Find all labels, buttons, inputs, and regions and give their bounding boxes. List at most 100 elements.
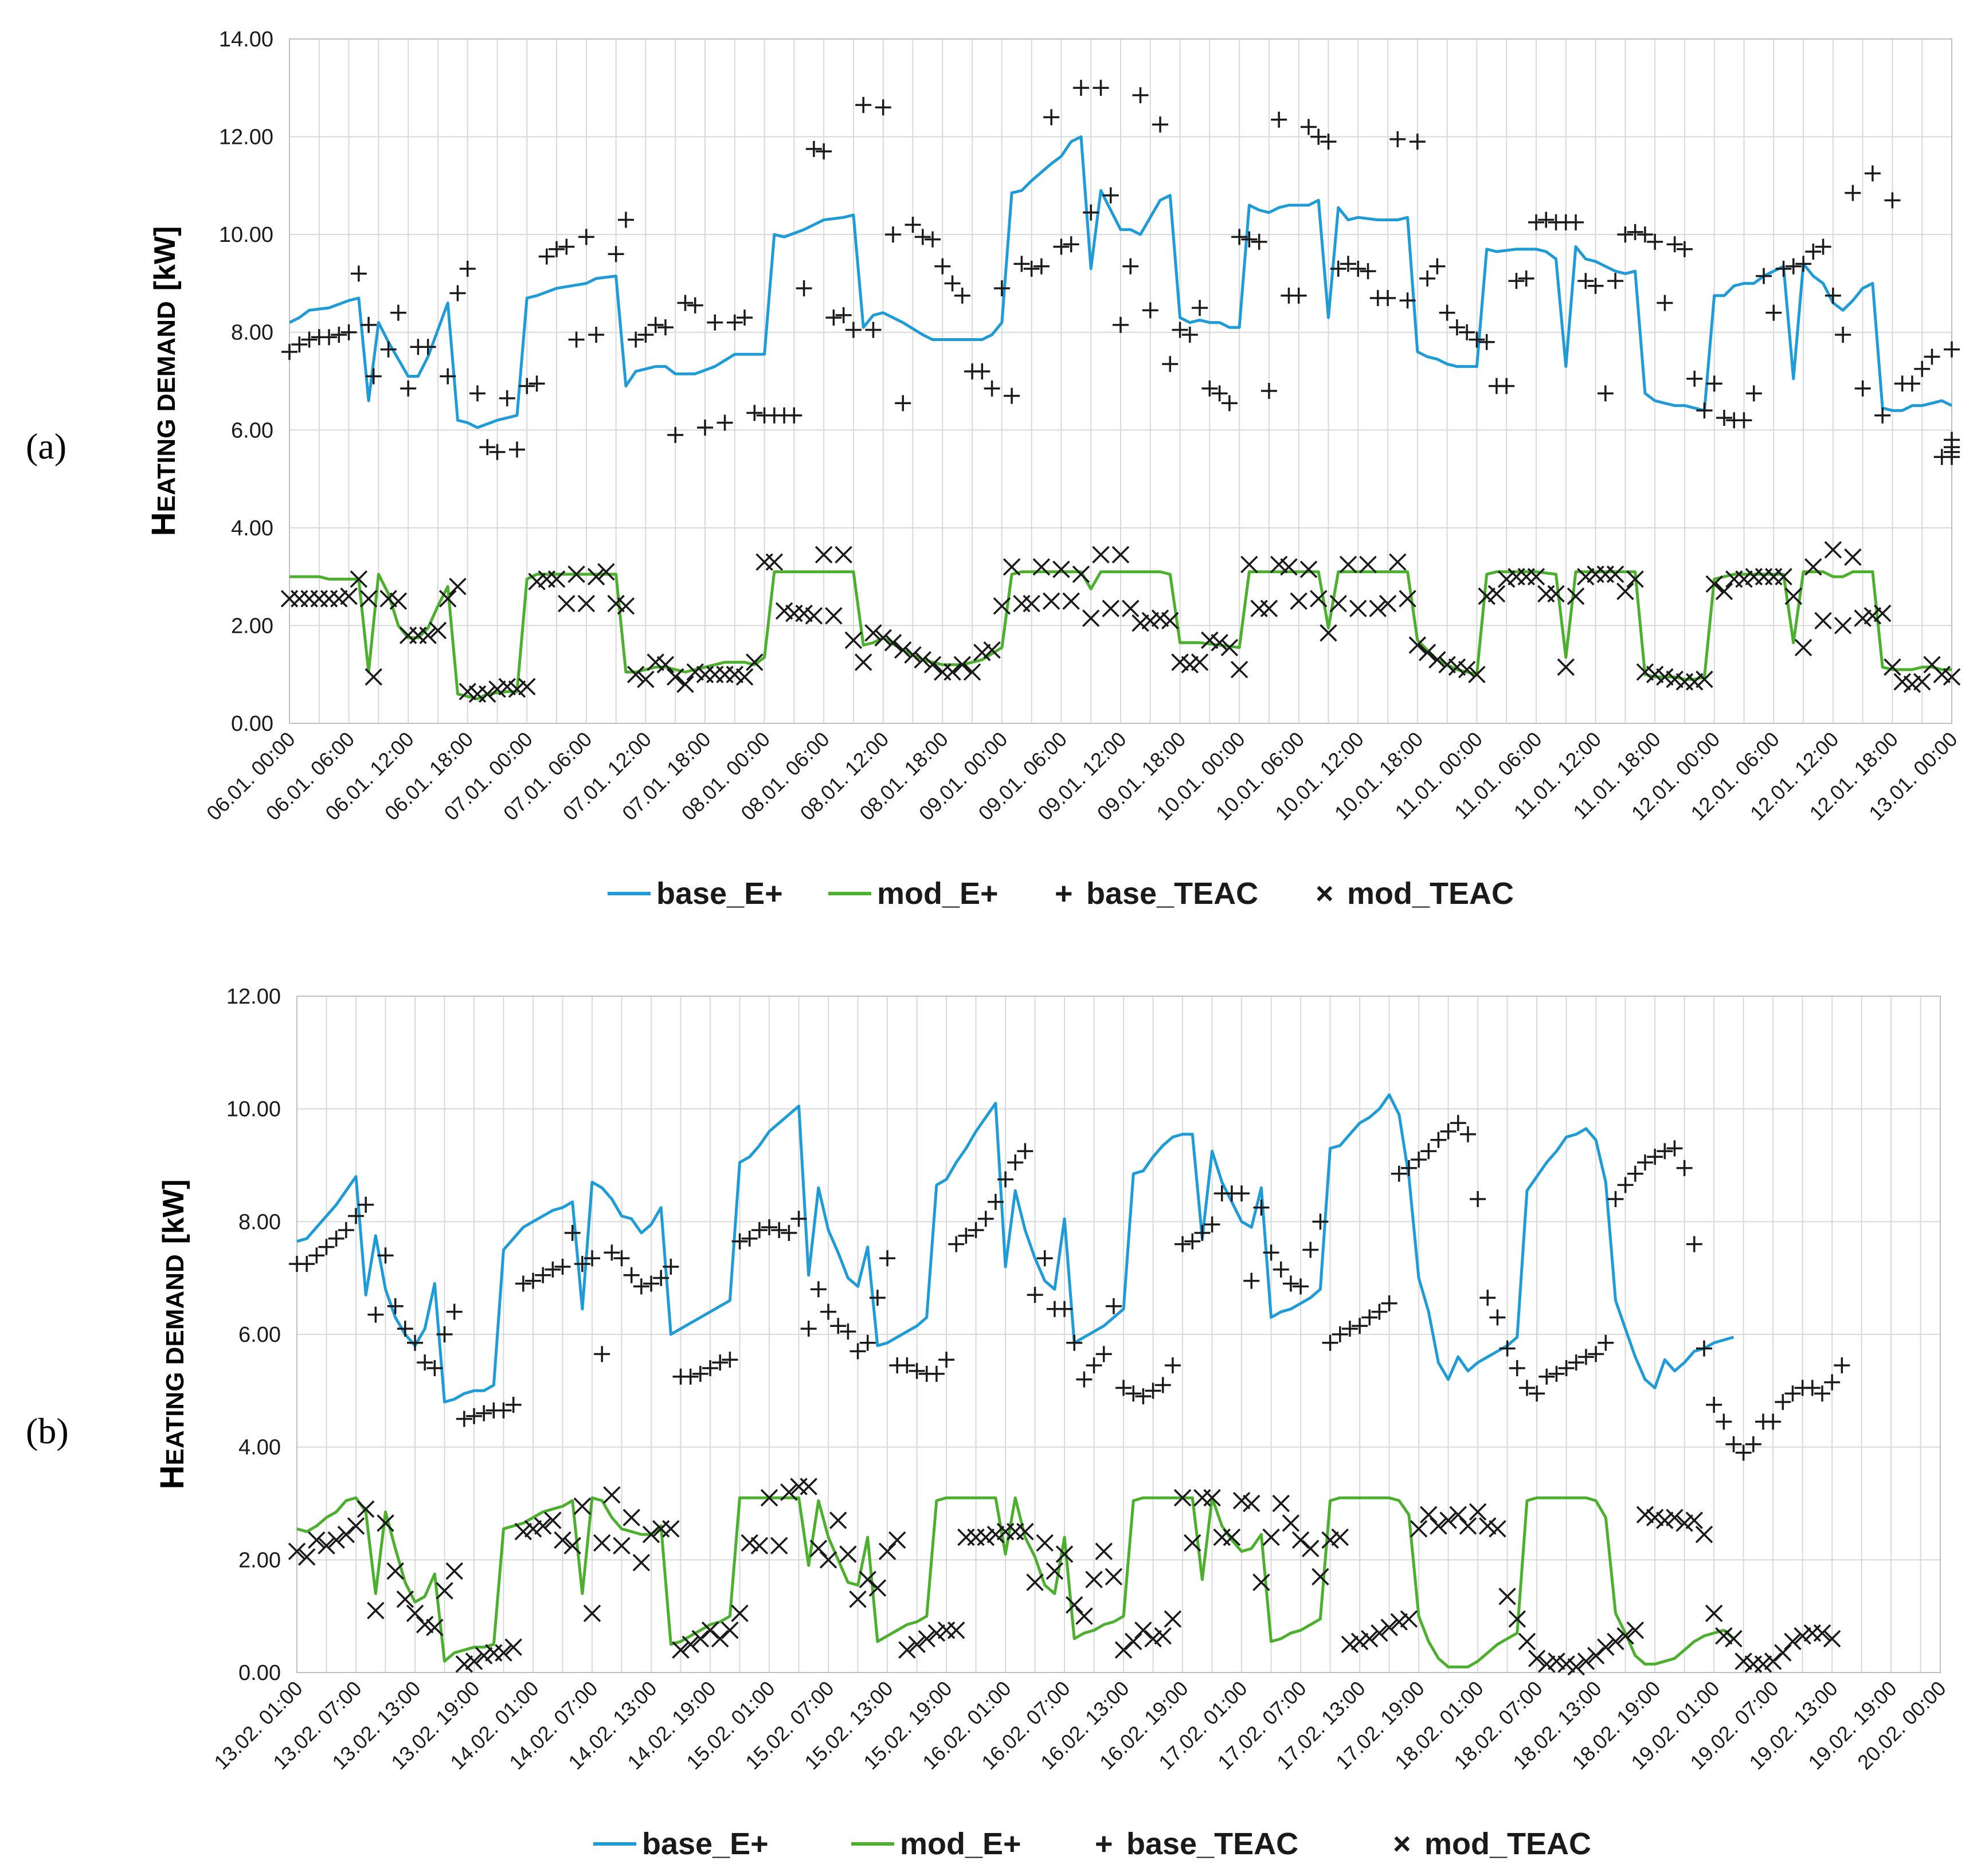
plus-marker [1686, 1236, 1702, 1252]
times-marker [1243, 1494, 1260, 1513]
plus-marker [1745, 385, 1762, 402]
times-marker [495, 1644, 512, 1662]
times-marker [1597, 1638, 1615, 1656]
times-marker [1410, 1520, 1428, 1538]
plus-marker [568, 331, 585, 348]
plus-marker [1352, 1318, 1368, 1334]
plus-marker [1637, 1154, 1653, 1171]
times-marker [1438, 656, 1456, 673]
times-marker [819, 1551, 837, 1569]
times-marker [1854, 609, 1872, 627]
plus-marker [1657, 1143, 1673, 1160]
plus-marker [1004, 387, 1020, 404]
plus-marker [1627, 1165, 1643, 1182]
times-marker [993, 597, 1011, 615]
plus-marker [1033, 258, 1050, 275]
plus-marker [446, 1303, 463, 1320]
y-tick-label: 10.00 [219, 223, 273, 247]
plus-marker [1260, 383, 1277, 400]
plus-marker [884, 226, 901, 243]
plus-marker [1429, 258, 1446, 275]
plus-marker [1419, 270, 1436, 287]
times-marker [1095, 1542, 1113, 1560]
times-marker [927, 1624, 946, 1642]
times-marker [426, 1619, 444, 1636]
plus-marker [751, 1222, 768, 1239]
plus-marker [1756, 268, 1772, 284]
plus-marker [1499, 1340, 1516, 1357]
times-marker [894, 641, 912, 659]
times-marker [1191, 653, 1209, 671]
plus-marker [466, 1408, 483, 1424]
series-line [288, 135, 1953, 429]
plus-marker [1243, 1272, 1260, 1289]
plus-marker [820, 1303, 837, 1320]
legend-symbol-base_teac: + [1095, 1827, 1113, 1861]
times-marker [1036, 1534, 1054, 1552]
times-marker [676, 675, 694, 694]
plus-marker [1056, 1301, 1073, 1317]
times-marker [1052, 561, 1070, 578]
plus-marker [1528, 214, 1544, 230]
times-marker [1270, 555, 1288, 574]
plus-marker [1076, 1371, 1093, 1388]
y-axis-title: HEATING DEMAND [kW] [154, 1180, 191, 1490]
plus-marker [426, 1360, 443, 1376]
plus-marker [558, 238, 575, 255]
plus-marker [1341, 1321, 1358, 1337]
plus-marker [1095, 1346, 1112, 1362]
plus-marker [578, 229, 594, 245]
times-marker [1478, 588, 1495, 605]
times-marker [1469, 1503, 1487, 1521]
times-marker [593, 1534, 611, 1552]
times-marker [731, 1604, 749, 1622]
times-marker [396, 1590, 414, 1608]
times-marker [1320, 624, 1337, 642]
times-marker [1666, 671, 1684, 688]
times-marker [1341, 1635, 1359, 1654]
plus-marker [1164, 1357, 1181, 1374]
plus-marker [1450, 1115, 1466, 1131]
plus-marker [1784, 1385, 1801, 1402]
plus-marker [845, 322, 862, 338]
times-marker [1675, 1514, 1693, 1532]
plus-marker [489, 444, 506, 460]
times-marker [1154, 1627, 1172, 1645]
plus-marker [741, 1230, 758, 1247]
series-base-e- [296, 1093, 1735, 1404]
times-marker [923, 656, 942, 673]
times-marker [908, 1635, 926, 1654]
plus-marker [1162, 356, 1179, 373]
times-marker [1656, 668, 1674, 686]
plus-marker [1479, 1290, 1496, 1306]
plus-marker [875, 99, 891, 116]
plus-marker [1063, 236, 1079, 253]
times-marker [1085, 1570, 1103, 1588]
plus-marker [608, 246, 624, 263]
times-marker [1361, 1630, 1379, 1648]
plus-marker [790, 1211, 807, 1227]
plus-marker [1420, 1143, 1437, 1160]
plus-marker [637, 326, 654, 343]
times-marker [1794, 639, 1812, 657]
plus-marker [1459, 1126, 1476, 1142]
times-marker [475, 1647, 493, 1664]
times-marker [1418, 644, 1436, 661]
series-base-e- [288, 135, 1953, 429]
plus-marker [499, 390, 515, 406]
times-marker [735, 668, 754, 686]
legend-label-mod_teac: mod_TEAC [1424, 1827, 1591, 1861]
times-marker [1449, 1506, 1467, 1523]
plus-marker [584, 1250, 601, 1267]
plus-marker [519, 378, 535, 394]
times-marker [514, 1522, 533, 1541]
times-marker [1302, 1540, 1320, 1557]
plus-marker [1577, 1349, 1594, 1365]
times-marker [377, 1514, 394, 1532]
plus-marker [1874, 407, 1891, 424]
plus-marker [1597, 385, 1614, 402]
plus-marker [1795, 256, 1812, 272]
times-marker [297, 1548, 316, 1566]
plus-marker [657, 319, 674, 336]
times-marker [800, 1478, 817, 1495]
